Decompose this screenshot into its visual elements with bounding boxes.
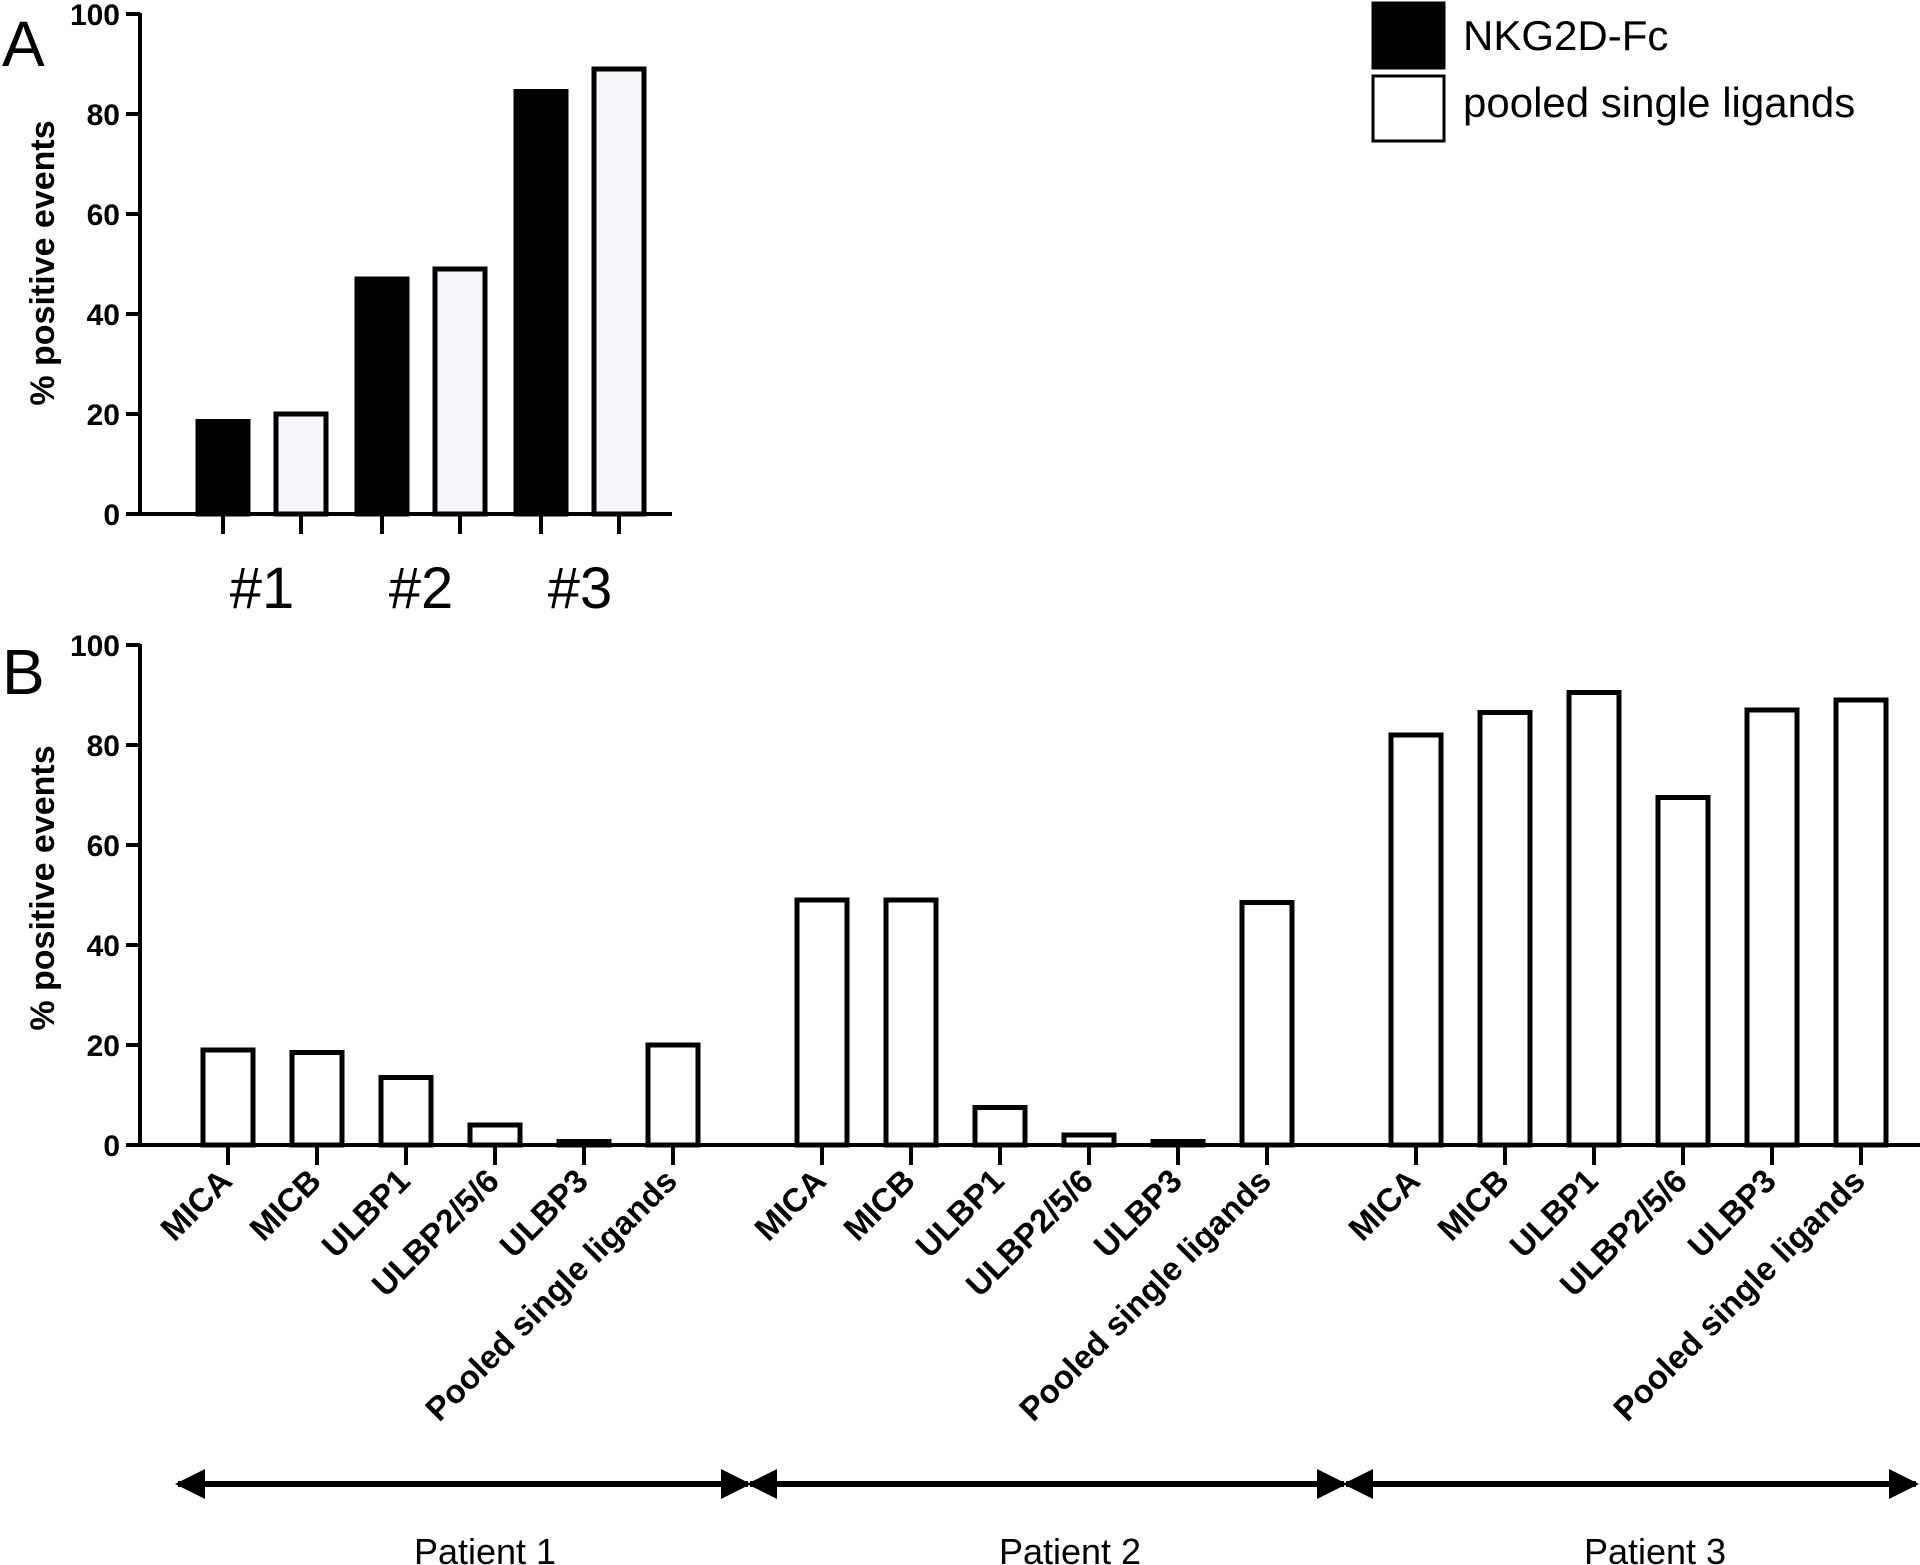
patient-brackets: Patient 1 Patient 2 Patient 3 [175, 1469, 1919, 1565]
panel-b-bar-patient-3-pooled-single-ligands [1833, 697, 1889, 1148]
panel-b-bar-patient-3-ulbp3 [1744, 707, 1800, 1148]
panel-a-y-axis: 0 20 40 60 80 100 [70, 0, 142, 532]
panel-a-bar-1-nkg2d-fc [195, 419, 251, 517]
panel-a-ylabel: % positive events [24, 120, 62, 405]
panel-b-letter: B [2, 636, 45, 708]
legend: NKG2D-Fc pooled single ligands [1371, 1, 1855, 143]
panel-a-ytick-label-3: 60 [87, 199, 120, 232]
panel-b-y-axis: 0 20 40 60 80 100 [70, 630, 142, 1163]
panel-b-bar-patient-3-mica [1388, 732, 1444, 1148]
panel-a-xtick-label-0: #1 [230, 556, 295, 621]
panel-b-xtick-label-0: MICA [153, 1162, 239, 1248]
patient-2-label: Patient 2 [999, 1531, 1141, 1565]
legend-label-pooled: pooled single ligands [1463, 79, 1855, 126]
panel-b-bar-patient-3-micb [1477, 710, 1533, 1148]
chart-panel-b: % positive events 0 20 40 60 80 100 MICA MICBU… [24, 630, 1920, 1428]
panel-b-ytick-label-1: 20 [87, 1030, 120, 1063]
patient-3-label: Patient 3 [1584, 1531, 1726, 1565]
panel-a-xtick-label-1: #2 [389, 556, 454, 621]
patient-1-label: Patient 1 [414, 1531, 556, 1565]
panel-b-bar-patient-2-pooled-single-ligands [1239, 900, 1295, 1148]
panel-a-bar-3-pooled-single-ligands [591, 66, 647, 517]
legend-swatch-nkg2d-fc [1371, 1, 1446, 70]
chart-panel-a: % positive events 0 20 40 60 80 100 #1 #2 #3 [24, 0, 672, 621]
panel-a-xtick-label-2: #3 [548, 556, 613, 621]
panel-a-ytick-label-1: 20 [87, 399, 120, 432]
panel-b-bar-patient-2-micb [883, 897, 939, 1148]
panel-b-bar-patient-1-micb [289, 1050, 345, 1148]
panel-b-ytick-label-5: 100 [70, 630, 120, 663]
legend-label-nkg2d-fc: NKG2D-Fc [1463, 12, 1668, 59]
panel-a-ytick-label-4: 80 [87, 99, 120, 132]
panel-b-xtick-label-7: MICB [836, 1162, 922, 1248]
panel-a-ytick-label-5: 100 [70, 0, 120, 32]
panel-a-ytick-label-2: 40 [87, 299, 120, 332]
panel-b-ylabel: % positive events [24, 745, 62, 1030]
panel-b-bar-patient-1-ulbp1 [378, 1075, 434, 1148]
panel-b-xtick-label-12: MICA [1341, 1162, 1427, 1248]
panel-b-ytick-label-0: 0 [103, 1130, 120, 1163]
panel-b-bars [200, 690, 1889, 1148]
panel-a-bar-3-nkg2d-fc [513, 89, 569, 517]
panel-b-bar-patient-2-mica [794, 897, 850, 1148]
panel-b-bar-patient-3-ulbp1 [1566, 690, 1622, 1148]
panel-b-bar-patient-1-mica [200, 1047, 256, 1148]
panel-a-bar-2-nkg2d-fc [354, 276, 410, 517]
panel-b-xtick-label-1: MICB [242, 1162, 328, 1248]
panel-a-bar-1-pooled-single-ligands [273, 411, 329, 517]
panel-b-bar-patient-2-ulbp1 [972, 1105, 1028, 1148]
panel-b-ytick-label-2: 40 [87, 930, 120, 963]
panel-b-ytick-label-3: 60 [87, 830, 120, 863]
panel-a-bar-2-pooled-single-ligands [432, 266, 488, 517]
legend-swatch-pooled [1371, 74, 1446, 143]
panel-b-xtick-label-13: MICB [1430, 1162, 1516, 1248]
panel-b-xtick-label-6: MICA [747, 1162, 833, 1248]
panel-a-letter: A [2, 8, 45, 80]
panel-b-ytick-label-4: 80 [87, 730, 120, 763]
panel-a-ytick-label-0: 0 [103, 499, 120, 532]
panel-b-bar-patient-1-ulbp2-5-6 [467, 1122, 523, 1148]
panel-b-bar-patient-3-ulbp2-5-6 [1655, 795, 1711, 1148]
panel-a-bars [195, 66, 647, 517]
panel-a-x-axis: #1 #2 #3 [138, 512, 672, 621]
panel-b-bar-patient-1-pooled-single-ligands [645, 1042, 701, 1148]
